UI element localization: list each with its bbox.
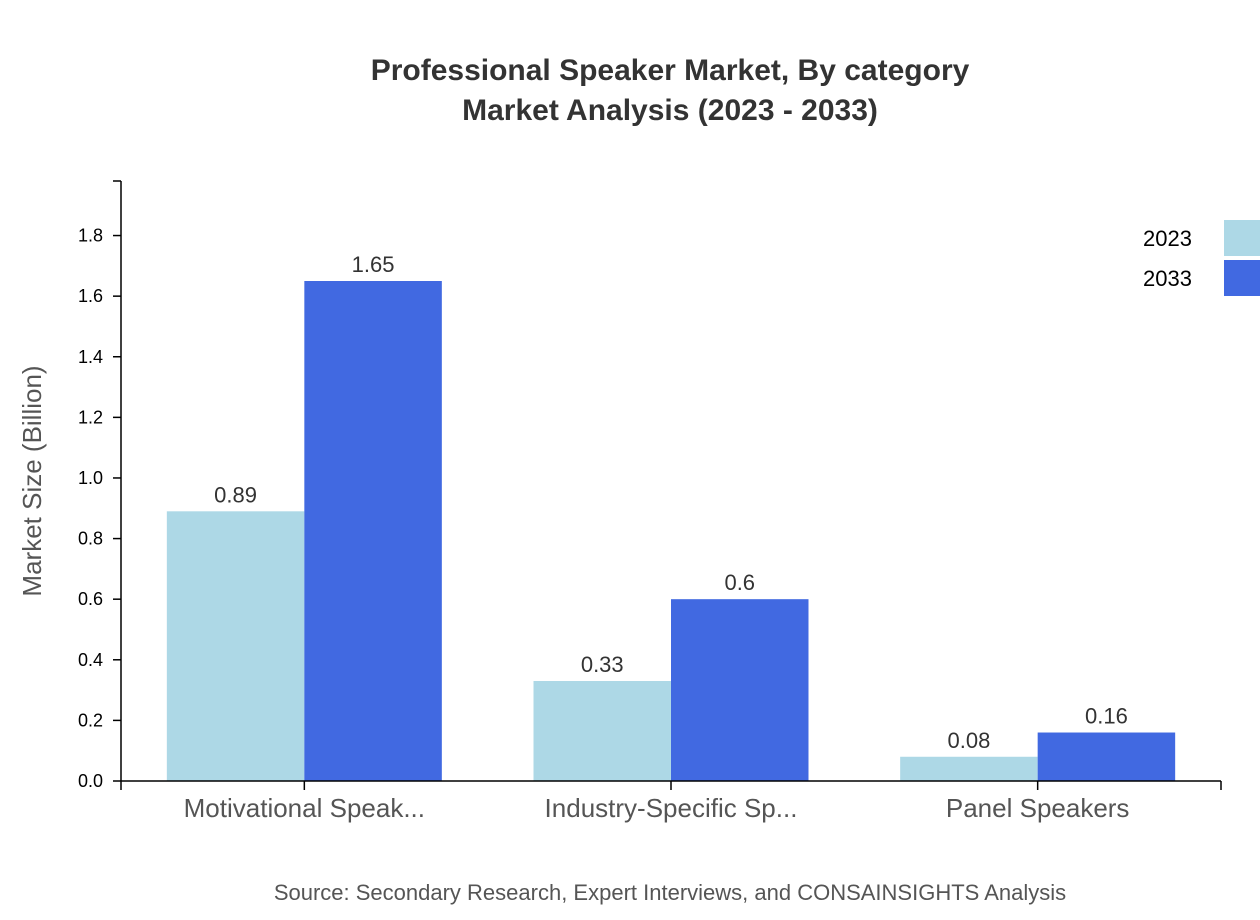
bar-2033-0 bbox=[304, 281, 442, 781]
y-tick-label: 0.4 bbox=[78, 650, 103, 670]
value-label: 0.08 bbox=[948, 728, 991, 753]
bars-group: 0.89 1.65 0.33 0.6 0.08 0.16 bbox=[166, 252, 1176, 781]
y-tick-label: 1.6 bbox=[78, 286, 103, 306]
x-tick-label: Motivational Speak... bbox=[184, 793, 425, 823]
y-tick-label: 1.2 bbox=[78, 407, 103, 427]
y-tick-label: 1.4 bbox=[78, 347, 103, 367]
value-label: 0.33 bbox=[581, 652, 624, 677]
chart-subtitle: Market Analysis (2023 - 2033) bbox=[462, 94, 878, 127]
legend-swatch-2023 bbox=[1224, 220, 1260, 256]
legend: 2023 2033 bbox=[1143, 220, 1260, 296]
y-tick-label: 0.8 bbox=[78, 529, 103, 549]
y-tick-label: 1.0 bbox=[78, 468, 103, 488]
y-tick-label: 0.6 bbox=[78, 589, 103, 609]
bar-2023-0 bbox=[166, 511, 305, 781]
value-label: 1.65 bbox=[352, 252, 395, 277]
x-tick-label: Industry-Specific Sp... bbox=[545, 793, 798, 823]
legend-label: 2023 bbox=[1143, 226, 1192, 251]
y-tick-label: 0.0 bbox=[78, 771, 103, 791]
source-note: Source: Secondary Research, Expert Inter… bbox=[274, 880, 1066, 905]
value-label: 0.89 bbox=[214, 482, 257, 507]
bar-2033-2 bbox=[1037, 732, 1176, 781]
y-tick-label: 1.8 bbox=[78, 226, 103, 246]
legend-swatch-2033 bbox=[1224, 260, 1260, 296]
bar-2023-2 bbox=[900, 756, 1038, 781]
bar-2023-1 bbox=[533, 681, 671, 781]
legend-label: 2033 bbox=[1143, 266, 1192, 291]
y-axis-label: Market Size (Billion) bbox=[17, 365, 47, 596]
x-tick-label: Panel Speakers bbox=[946, 793, 1130, 823]
value-label: 0.16 bbox=[1085, 704, 1128, 729]
y-tick-label: 0.2 bbox=[78, 710, 103, 730]
value-label: 0.6 bbox=[724, 570, 755, 595]
chart-title: Professional Speaker Market, By category bbox=[371, 54, 970, 87]
axes-group: Motivational Speak... Industry-Specific S… bbox=[78, 180, 1222, 823]
bar-2033-1 bbox=[671, 599, 809, 781]
